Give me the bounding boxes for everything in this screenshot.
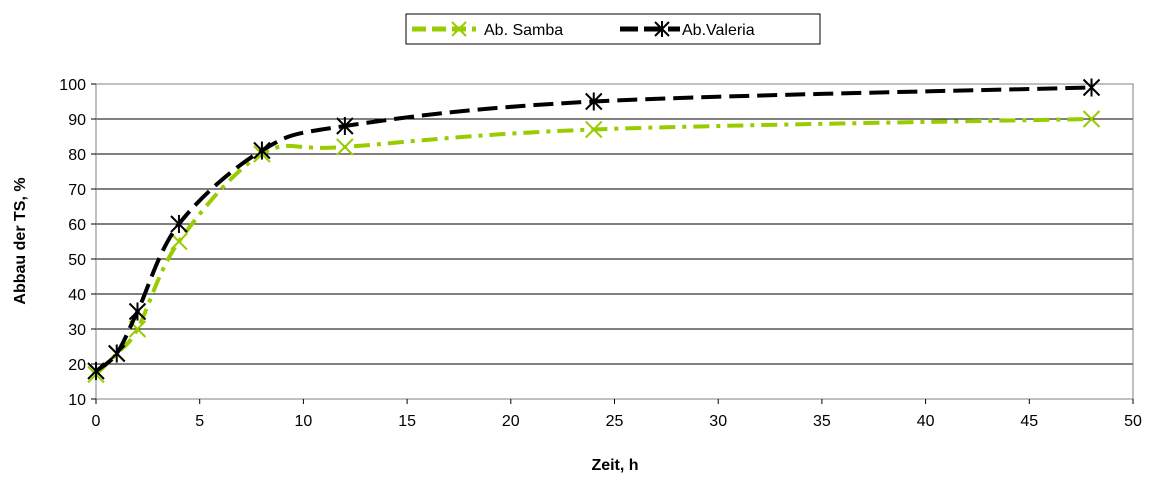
series-1-point-6 — [585, 92, 603, 111]
legend-marker-star-icon — [654, 21, 670, 37]
y-axis-title: Abbau der TS, % — [12, 177, 29, 304]
series-1-point-1 — [108, 344, 126, 363]
series-0-point-3 — [170, 232, 188, 251]
x-tick-label-1: 5 — [195, 413, 204, 430]
x-axis-ticks: 0 5 10 15 20 25 30 35 40 45 50 — [92, 399, 1142, 430]
x-tick-label-9: 45 — [1020, 413, 1038, 430]
y-tick-label-9: 100 — [59, 77, 86, 94]
y-tick-label-8: 90 — [68, 112, 86, 129]
y-tick-label-4: 50 — [68, 252, 86, 269]
y-tick-label-5: 60 — [68, 217, 86, 234]
series-1-point-0 — [87, 362, 105, 380]
x-tick-label-8: 40 — [917, 413, 935, 430]
legend-item-1: Ab.Valeria — [620, 21, 755, 39]
y-tick-label-2: 30 — [68, 322, 86, 339]
x-tick-label-6: 30 — [709, 413, 727, 430]
y-tick-label-1: 20 — [68, 357, 86, 374]
series-0-point-7 — [1082, 110, 1101, 128]
y-tick-label-3: 40 — [68, 287, 86, 304]
series-1-point-4 — [253, 141, 271, 160]
series-0-point-6 — [585, 120, 603, 139]
plot-area: 10 20 30 40 50 60 70 80 90 100 0 5 10 15 20 25 30 35 40 45… — [59, 77, 1142, 430]
series-line-0 — [94, 117, 1092, 376]
x-axis-title: Zeit, h — [591, 457, 638, 474]
x-tick-label-4: 20 — [502, 413, 520, 430]
legend-item-0: Ab. Samba — [412, 21, 563, 39]
series-group — [87, 78, 1101, 384]
series-1-point-5 — [336, 117, 354, 135]
legend-label-1: Ab.Valeria — [682, 22, 755, 39]
series-1-point-3 — [170, 215, 188, 233]
legend: Ab. Samba Ab.Valeria — [405, 13, 821, 45]
series-line-1 — [94, 85, 1092, 373]
x-tick-label-0: 0 — [92, 413, 101, 430]
legend-marker-x-icon — [451, 21, 467, 37]
y-axis-ticks: 10 20 30 40 50 60 70 80 90 100 — [59, 77, 96, 409]
x-tick-label-10: 50 — [1124, 413, 1142, 430]
grid-lines — [96, 118, 1133, 365]
x-tick-label-3: 15 — [398, 413, 416, 430]
series-0-point-5 — [336, 138, 354, 156]
x-tick-label-5: 25 — [606, 413, 624, 430]
series-1-point-7 — [1082, 78, 1101, 97]
x-tick-label-7: 35 — [813, 413, 831, 430]
x-tick-label-2: 10 — [295, 413, 313, 430]
plot-frame — [95, 83, 1134, 400]
y-tick-label-7: 80 — [68, 147, 86, 164]
y-tick-label-0: 10 — [68, 392, 86, 409]
legend-label-0: Ab. Samba — [484, 22, 563, 39]
legend-box — [405, 13, 821, 45]
series-1-point-2 — [128, 302, 147, 321]
y-tick-label-6: 70 — [68, 182, 86, 199]
